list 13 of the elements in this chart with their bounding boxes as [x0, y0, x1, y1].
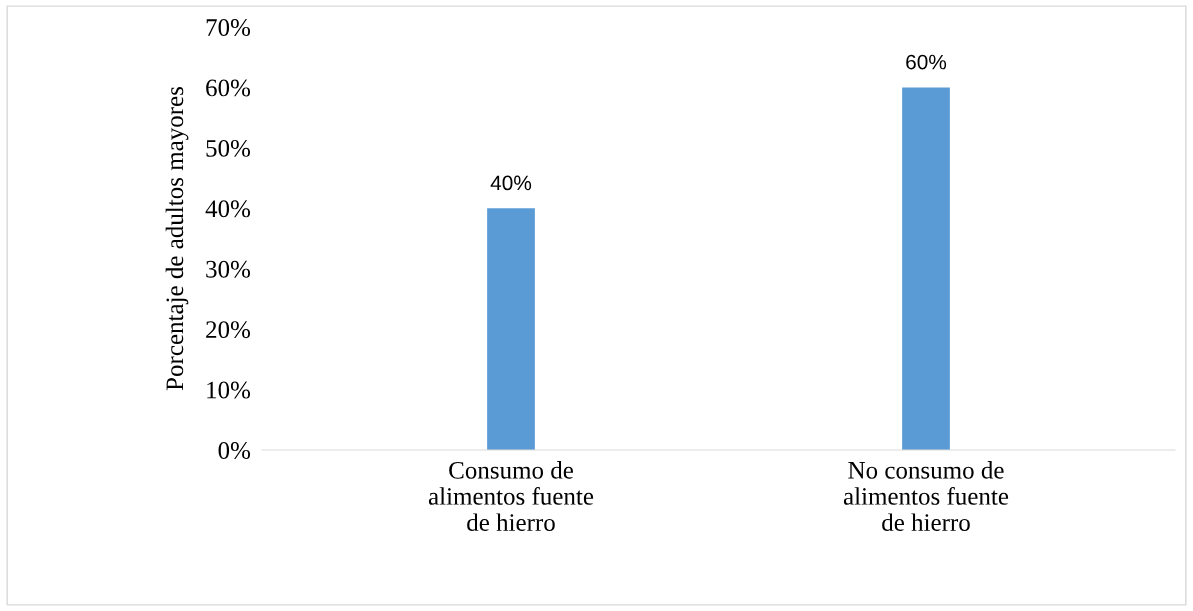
y-tick-label: 20% — [206, 321, 251, 339]
x-tick-label: Consumo de alimentos fuente de hierro — [428, 461, 594, 531]
data-label: 60% — [906, 54, 947, 70]
y-axis-title: Porcentaje de adultos mayores — [165, 87, 189, 391]
y-tick-label: 60% — [206, 79, 251, 97]
y-tick-label: 10% — [207, 381, 251, 399]
x-tick-label: No consumo de alimentos fuente de hierro — [843, 461, 1009, 531]
y-tick-label: 0% — [218, 442, 251, 459]
y-tick-label: 50% — [206, 139, 251, 157]
data-label: 40% — [490, 175, 532, 191]
y-tick-label: 40% — [205, 200, 251, 218]
y-tick-label: 70% — [206, 19, 251, 36]
y-tick-label: 30% — [206, 260, 251, 278]
